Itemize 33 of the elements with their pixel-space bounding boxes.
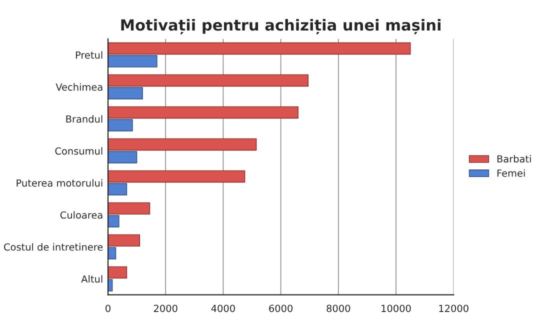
bar <box>108 74 309 87</box>
bar <box>108 266 128 279</box>
bar <box>108 151 138 164</box>
x-tick-label: 4000 <box>211 304 235 312</box>
x-tick-label: 12000 <box>439 304 468 312</box>
bar <box>108 215 120 228</box>
y-tick-label: Pretul <box>76 51 102 59</box>
bar <box>108 202 150 215</box>
chart-title: Motivații pentru achiziția unei mașini <box>121 18 440 34</box>
y-tick-label: Costul de intretinere <box>4 243 103 251</box>
bar <box>108 119 133 132</box>
bar <box>108 138 257 151</box>
y-tick-label: Consumul <box>55 147 102 155</box>
x-tick-label: 0 <box>106 304 110 312</box>
y-tick-label: Brandul <box>66 115 102 123</box>
y-tick-label: Vechimea <box>56 83 102 91</box>
bar <box>108 247 116 260</box>
legend-label: Femei <box>497 169 525 177</box>
bar <box>108 183 128 196</box>
bar <box>108 42 411 55</box>
y-tick-label: Puterea motorului <box>16 179 102 187</box>
y-tick-label: Culoarea <box>60 211 102 219</box>
bar <box>108 55 158 68</box>
bar <box>108 106 298 119</box>
x-tick-label: 10000 <box>382 304 411 312</box>
bar <box>108 170 246 183</box>
x-tick-label: 2000 <box>154 304 178 312</box>
y-tick-label: Altul <box>81 275 102 283</box>
bar <box>108 234 140 247</box>
x-tick-label: 8000 <box>326 304 350 312</box>
legend-label: Barbati <box>497 155 531 163</box>
x-tick-label: 6000 <box>269 304 293 312</box>
bar <box>108 87 143 100</box>
